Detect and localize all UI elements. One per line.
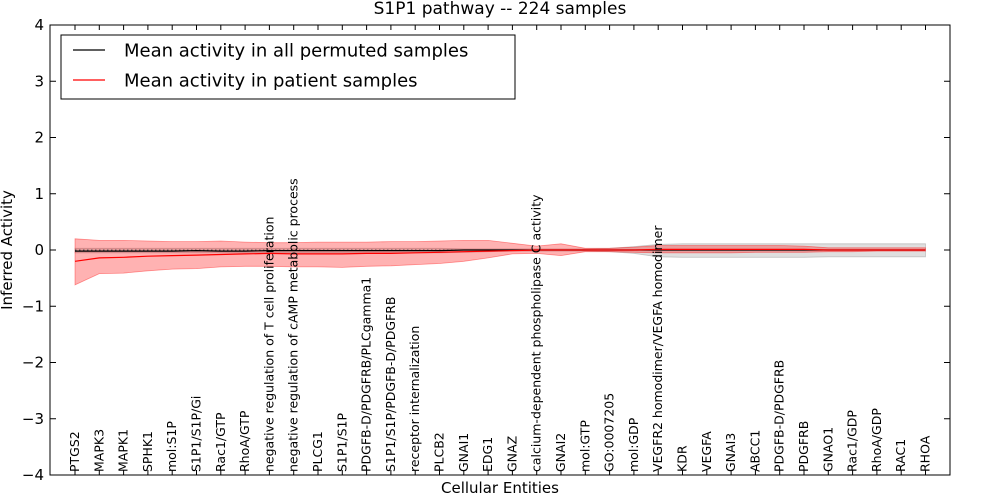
legend-box — [60, 34, 516, 100]
y-tick-label: 3 — [34, 72, 44, 90]
patient-band — [74, 238, 926, 286]
patient-mean-line — [74, 248, 926, 262]
y-axis-label: Inferred Activity — [0, 190, 16, 310]
x-tick-label: VEGFA — [699, 431, 714, 472]
x-tick-label: PDGFB-D/PDGFRB/PLCgamma1 — [359, 277, 374, 472]
x-tick-label: S1P1/S1P/Gi — [189, 396, 204, 472]
x-tick-label: negative regulation of T cell proliferat… — [261, 217, 276, 472]
y-tick-label: −1 — [22, 297, 44, 315]
x-axis-label: Cellular Entities — [441, 479, 559, 497]
x-tick-label: calcium-dependent phospholipase C activi… — [529, 194, 544, 472]
y-tick-label: 0 — [34, 241, 44, 259]
x-tick-label: S1P1/S1P — [334, 413, 349, 472]
y-tick-label: 2 — [34, 129, 44, 147]
x-tick-label: RHOA — [918, 435, 933, 472]
legend-label: Mean activity in patient samples — [124, 71, 418, 92]
x-tick-label: mol:GDP — [626, 417, 641, 472]
x-tick-label: RAC1 — [893, 439, 908, 472]
x-tick-label: PDGFB-D/PDGFRB — [772, 360, 787, 472]
x-tick-label: GNAI3 — [723, 433, 738, 472]
x-tick-label: receptor internalization — [407, 326, 422, 472]
x-tick-label: MAPK1 — [116, 429, 131, 472]
x-tick-label: GNAI2 — [553, 433, 568, 472]
y-tick-label: −4 — [22, 466, 44, 484]
x-tick-label: MAPK3 — [91, 429, 106, 472]
x-tick-label: KDR — [675, 445, 690, 472]
y-tick-label: 4 — [34, 16, 44, 34]
x-tick-label: RhoA/GDP — [869, 408, 884, 472]
x-tick-label: GNAO1 — [820, 427, 835, 472]
x-tick-label: EDG1 — [480, 437, 495, 472]
x-tick-label: GO:0007205 — [602, 393, 617, 472]
x-tick-label: RhoA/GTP — [237, 410, 252, 472]
y-tick-label: −3 — [22, 410, 44, 428]
x-tick-label: PLCG1 — [310, 431, 325, 472]
x-tick-label: ABCC1 — [747, 430, 762, 472]
x-tick-label: PTGS2 — [67, 431, 82, 472]
legend-label: Mean activity in all permuted samples — [124, 41, 468, 62]
chart-title: S1P1 pathway -- 224 samples — [374, 0, 627, 19]
x-tick-label: S1P1/S1P/PDGFB-D/PDGFRB — [383, 296, 398, 472]
plot-frame — [49, 24, 951, 476]
x-tick-label: PDGFRB — [796, 421, 811, 472]
x-tick-label: Rac1/GDP — [845, 410, 860, 472]
x-tick-label: SPHK1 — [140, 431, 155, 472]
x-tick-label: Rac1/GTP — [213, 412, 228, 472]
x-tick-label: PLCB2 — [432, 432, 447, 472]
x-tick-label: mol:S1P — [164, 421, 179, 472]
x-tick-label: negative regulation of cAMP metabolic pr… — [286, 178, 301, 472]
x-tick-label: VEGFR2 homodimer/VEGFA homodimer — [650, 225, 665, 472]
x-tick-label: mol:GTP — [577, 420, 592, 472]
x-tick-label: GNAI1 — [456, 433, 471, 472]
y-tick-label: 1 — [34, 185, 44, 203]
x-tick-label: GNAZ — [504, 436, 519, 472]
y-tick-label: −2 — [22, 354, 44, 372]
